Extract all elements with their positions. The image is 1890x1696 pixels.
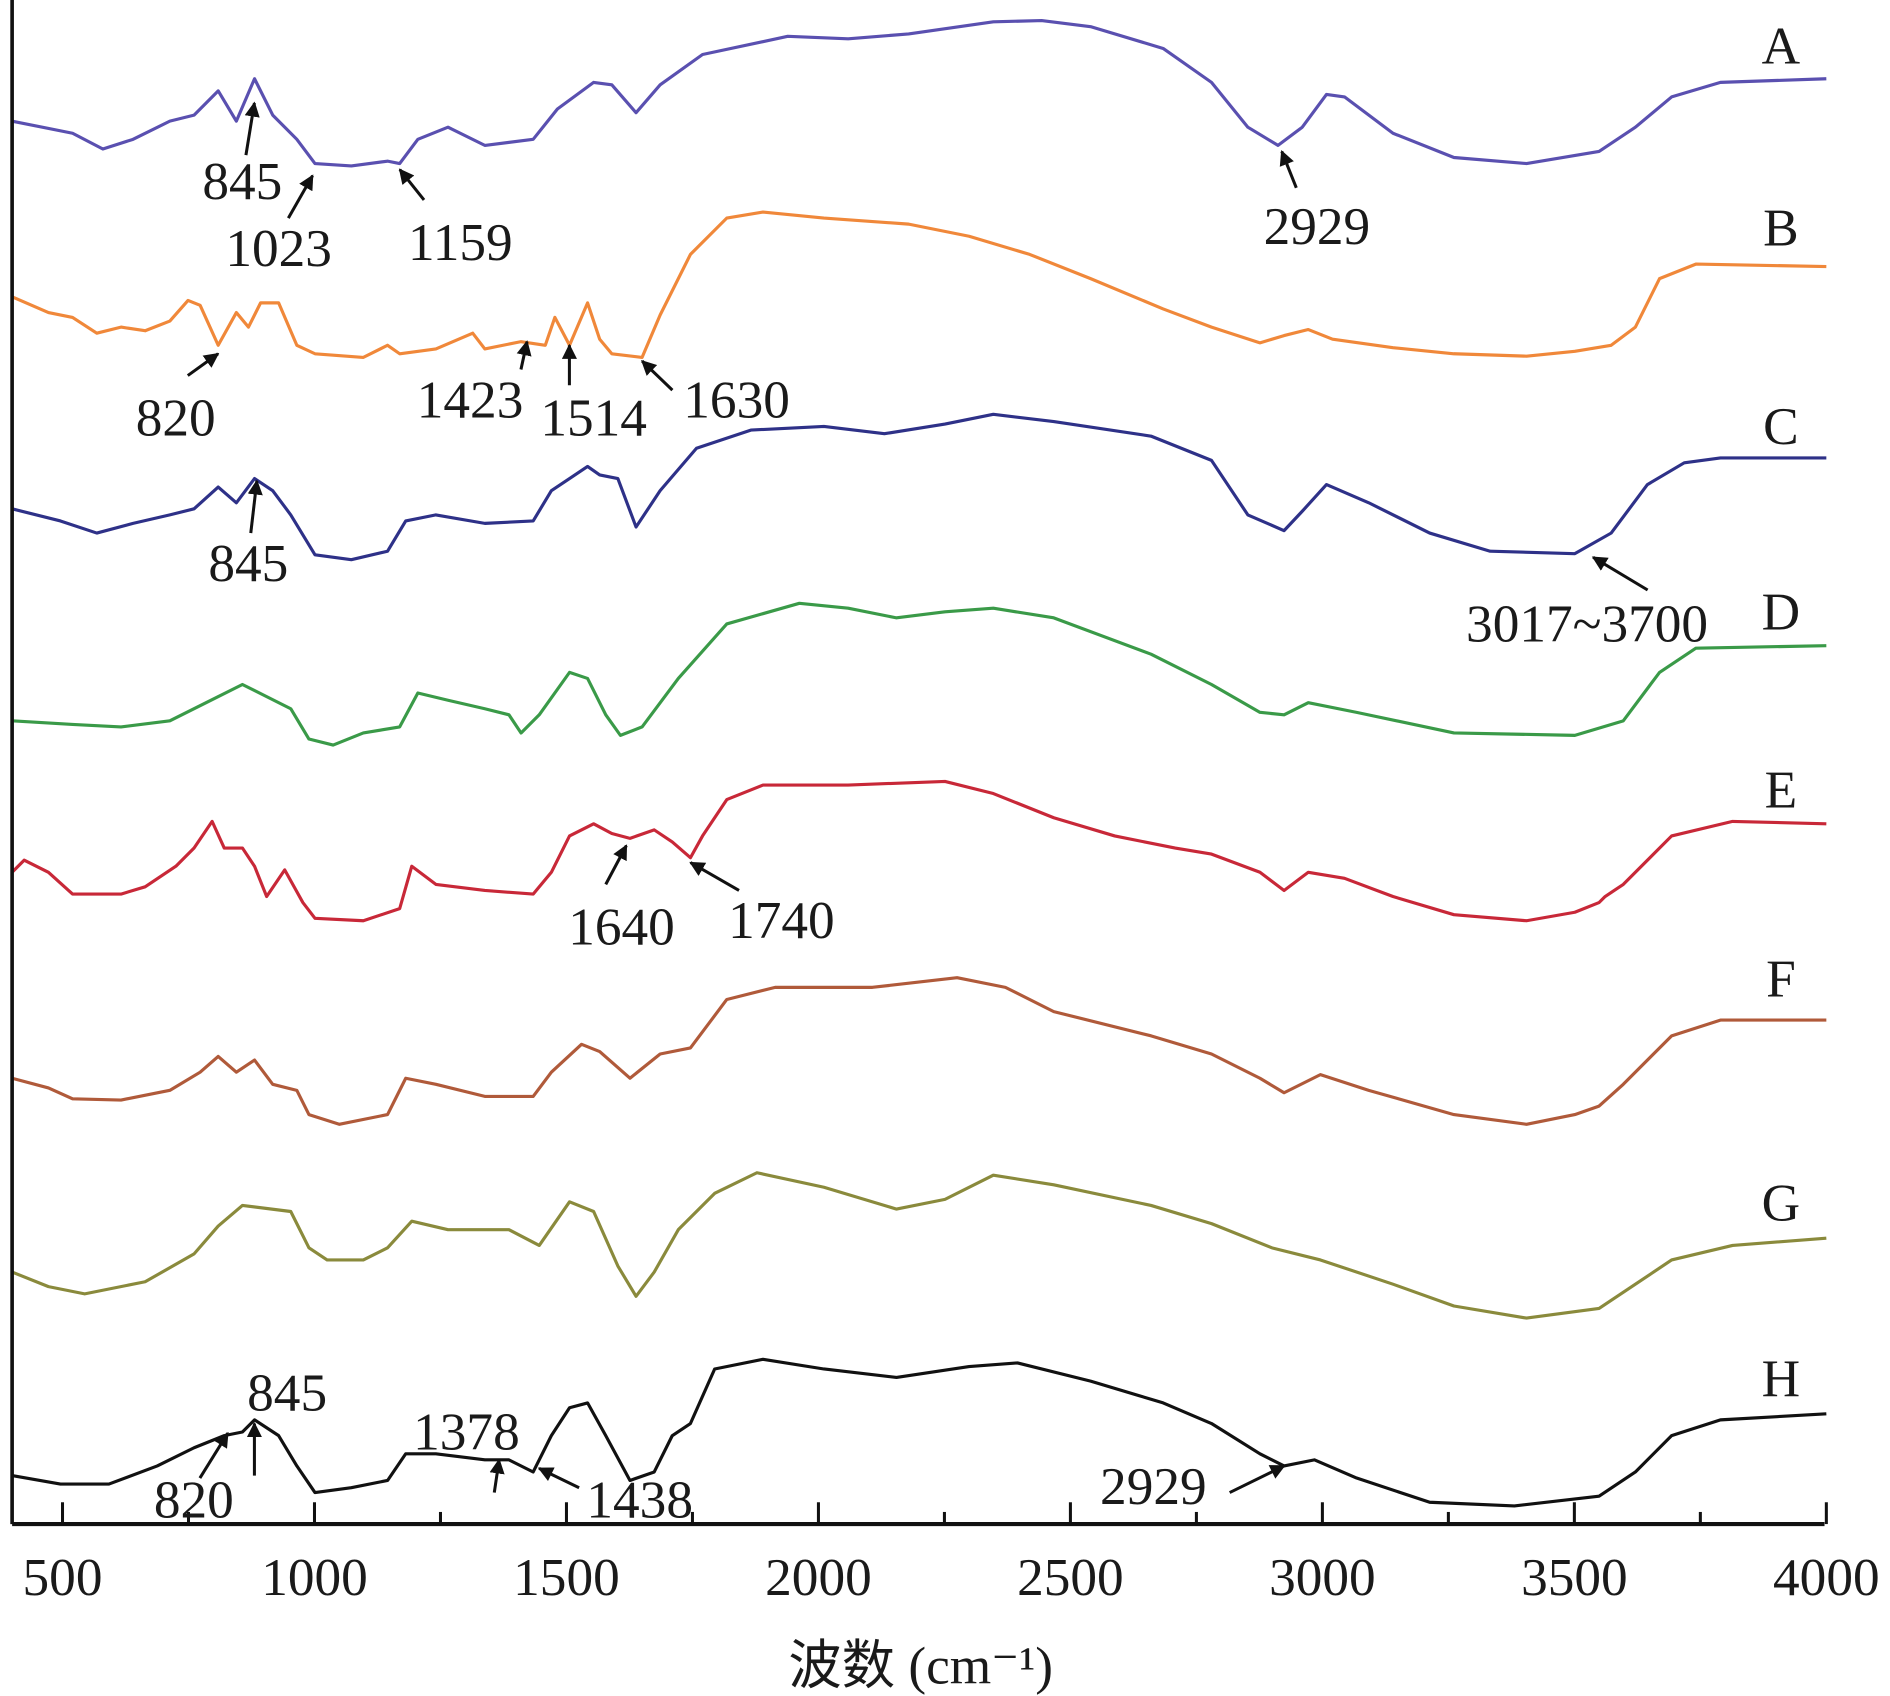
annotation-arrow-icon [1591,555,1649,592]
annotation-arrow-icon [186,352,220,377]
peak-annotation: 820 [136,352,220,447]
x-tick-label: 1000 [261,1548,368,1607]
peak-annotation: 3017~3700 [1466,555,1708,653]
series-labels: A B C D E F G H [1762,17,1801,1409]
x-tick-label: 1500 [513,1548,620,1607]
peak-annotation: 1514 [540,343,647,447]
annotation-arrow-icon [1279,150,1298,189]
annotation-label: 845 [247,1364,327,1423]
x-tick-label: 3000 [1269,1548,1376,1607]
peak-annotations: 845 1023 1159 2929 820 1423 1514 1630 845 3017~37… [136,101,1708,1529]
x-ticks: 500 1000 1500 2000 2500 3000 3500 4000 [23,1502,1880,1607]
annotation-arrow-icon [641,359,674,392]
x-axis-title: 波数 (cm⁻¹) [788,1636,1053,1695]
series-line-e [11,779,1827,923]
peak-annotation: 820 [154,1431,234,1529]
peak-annotation: 1438 [537,1466,693,1529]
annotation-label: 1514 [540,388,647,447]
series-label-c: C [1763,397,1799,456]
annotation-arrow-icon [689,861,740,892]
series-label-f: F [1766,949,1796,1008]
annotation-arrow-icon [516,340,532,370]
series-label-b: B [1763,198,1799,257]
x-tick-label: 2500 [1017,1548,1124,1607]
series-label-g: G [1762,1174,1801,1233]
annotation-label: 1378 [413,1402,520,1461]
annotation-label: 1640 [568,897,675,956]
series-label-a: A [1762,17,1801,76]
annotation-label: 2929 [1264,197,1371,256]
peak-annotation: 2929 [1264,150,1371,256]
peak-annotation: 845 [246,1364,327,1476]
series-line-f [11,976,1827,1126]
series-line-g [11,1171,1827,1320]
peak-annotation: 1378 [413,1402,520,1493]
annotation-arrow-icon [198,1431,230,1479]
annotation-arrow-icon [489,1458,505,1493]
x-tick-label: 3500 [1521,1548,1628,1607]
annotation-label: 845 [202,152,282,211]
annotation-label: 1423 [417,370,524,429]
peak-annotation: 1740 [689,861,835,950]
peak-annotation: 2929 [1100,1457,1286,1516]
peak-annotation: 1023 [225,174,332,278]
peak-annotation: 1640 [568,844,675,956]
annotation-label: 3017~3700 [1466,594,1708,653]
annotation-arrow-icon [398,168,426,201]
annotation-arrow-icon [244,101,260,156]
annotation-label: 1740 [728,891,835,950]
annotation-label: 1630 [683,370,790,429]
series-line-h [11,1357,1827,1508]
peak-annotation: 1423 [417,340,532,429]
series-label-d: D [1762,582,1801,641]
peak-annotation: 1630 [641,359,790,429]
x-tick-label: 2000 [765,1548,872,1607]
annotation-label: 1023 [225,219,332,278]
annotation-label: 820 [154,1470,234,1529]
peak-annotation: 1159 [398,168,513,272]
peak-annotation: 845 [208,479,288,593]
x-tick-label: 500 [23,1548,103,1607]
annotation-arrow-icon [537,1466,580,1490]
series-label-h: H [1762,1349,1801,1408]
series-label-e: E [1765,760,1798,819]
annotation-label: 820 [136,388,216,447]
peak-annotation: 845 [202,101,282,211]
series-line-b [11,210,1827,359]
annotation-arrow-icon [604,844,628,886]
x-tick-label: 4000 [1773,1548,1880,1607]
annotation-label: 2929 [1100,1457,1207,1516]
series-line-d [12,601,1827,747]
annotation-arrow-icon [287,174,314,219]
annotation-arrow-icon [247,479,263,534]
annotation-arrow-icon [1229,1464,1286,1494]
series-line-a [11,19,1827,168]
annotation-label: 1438 [586,1470,693,1529]
annotation-label: 1159 [408,213,513,272]
annotation-label: 845 [208,534,288,593]
